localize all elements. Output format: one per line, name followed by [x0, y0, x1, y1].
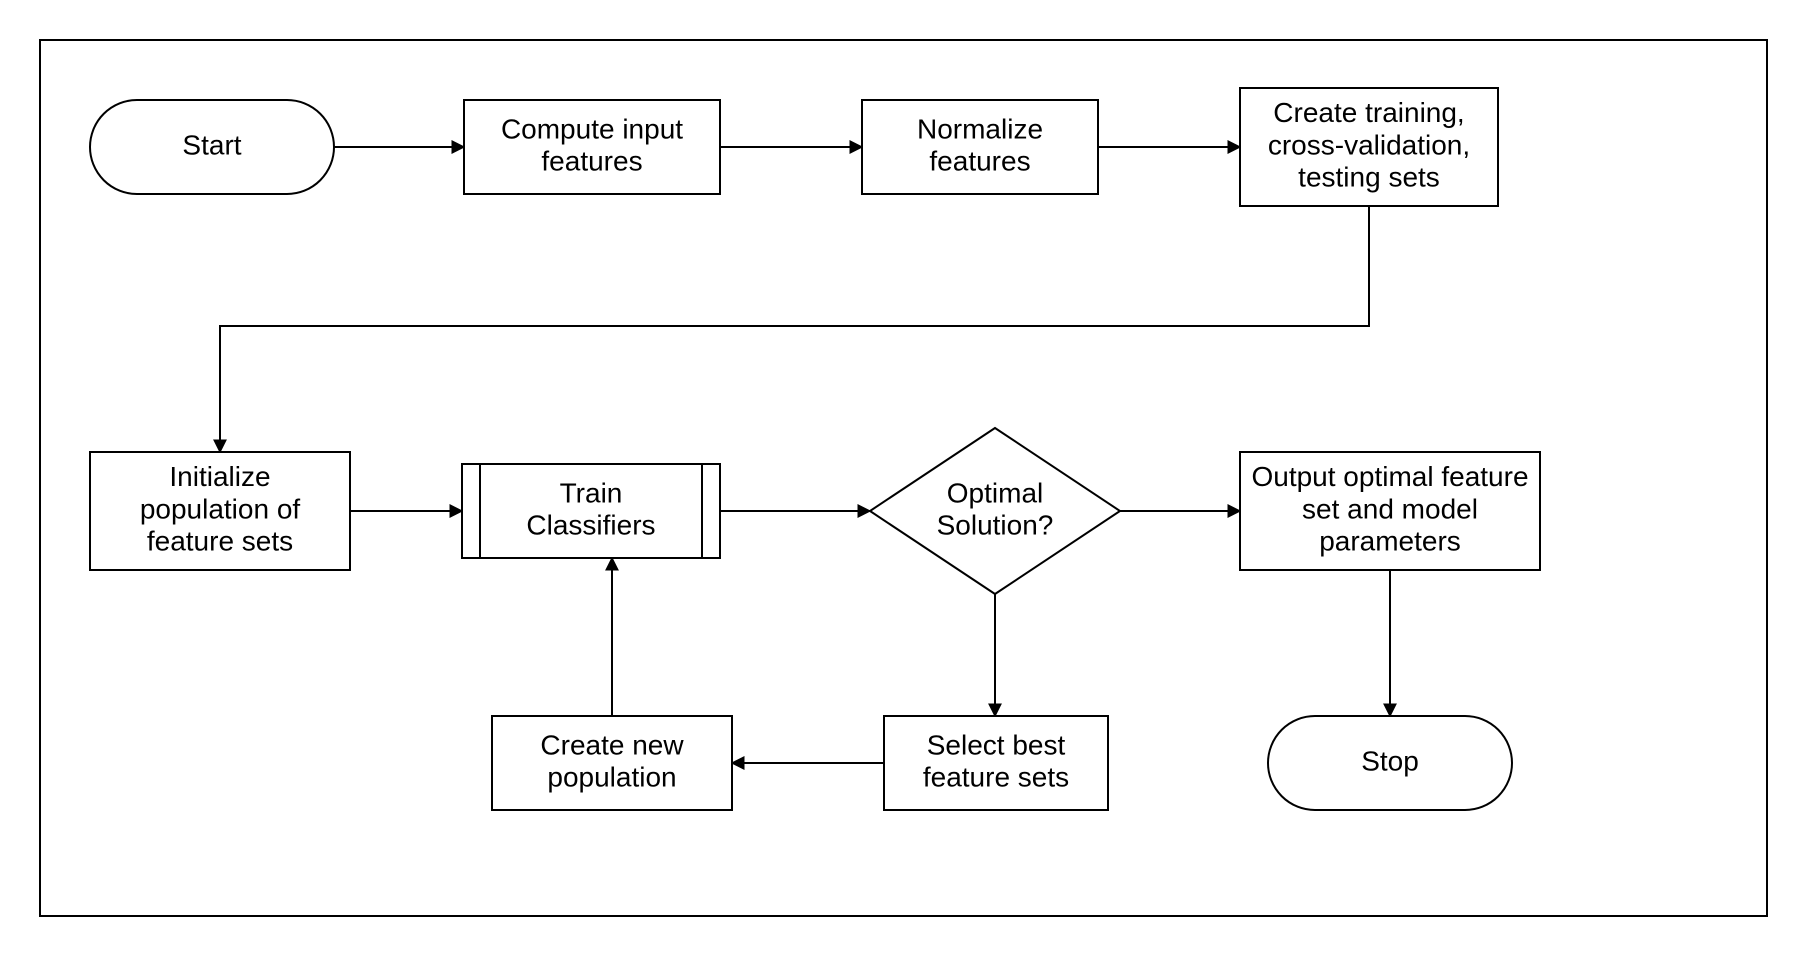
node-create-label-2: testing sets [1298, 162, 1440, 193]
node-output-label-2: parameters [1319, 526, 1461, 557]
node-optimal-label-0: Optimal [947, 477, 1043, 508]
node-create: Create training,cross-validation,testing… [1240, 88, 1498, 206]
node-normalize-label-1: features [929, 145, 1030, 176]
node-train: TrainClassifiers [462, 464, 720, 558]
node-select-label-0: Select best [927, 729, 1066, 760]
node-createnew-label-0: Create new [540, 729, 684, 760]
node-stop: Stop [1268, 716, 1512, 810]
node-stop-label-0: Stop [1361, 745, 1419, 776]
node-train-label-0: Train [560, 477, 623, 508]
node-optimal: OptimalSolution? [870, 428, 1120, 594]
node-compute-label-0: Compute input [501, 113, 683, 144]
node-createnew: Create newpopulation [492, 716, 732, 810]
node-init-label-2: feature sets [147, 526, 293, 557]
node-init-label-1: population of [140, 493, 301, 524]
node-optimal-label-1: Solution? [937, 509, 1054, 540]
node-output: Output optimal featureset and modelparam… [1240, 452, 1540, 570]
edges-group [220, 147, 1390, 763]
node-select: Select bestfeature sets [884, 716, 1108, 810]
node-start-label-0: Start [182, 129, 241, 160]
flowchart-svg: StartCompute inputfeaturesNormalizefeatu… [0, 0, 1807, 956]
edge-create-init [220, 206, 1369, 452]
node-start: Start [90, 100, 334, 194]
node-output-label-0: Output optimal feature [1251, 461, 1528, 492]
node-compute-label-1: features [541, 145, 642, 176]
nodes-group: StartCompute inputfeaturesNormalizefeatu… [90, 88, 1540, 810]
node-train-label-1: Classifiers [526, 509, 655, 540]
node-createnew-label-1: population [547, 761, 676, 792]
node-compute: Compute inputfeatures [464, 100, 720, 194]
node-init: Initializepopulation offeature sets [90, 452, 350, 570]
node-normalize-label-0: Normalize [917, 113, 1043, 144]
node-output-label-1: set and model [1302, 493, 1478, 524]
node-create-label-1: cross-validation, [1268, 129, 1470, 160]
node-select-label-1: feature sets [923, 761, 1069, 792]
node-normalize: Normalizefeatures [862, 100, 1098, 194]
node-create-label-0: Create training, [1273, 97, 1464, 128]
node-init-label-0: Initialize [169, 461, 270, 492]
